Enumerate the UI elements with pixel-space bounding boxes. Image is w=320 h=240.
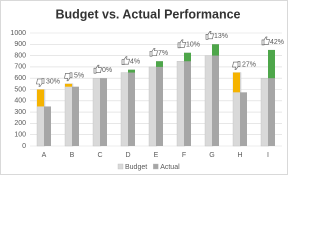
y-tick-label: 1000	[10, 30, 26, 37]
y-tick-label: 200	[14, 120, 26, 127]
actual-bar	[128, 69, 135, 146]
thumb-icon	[205, 31, 214, 40]
actual-bar	[156, 61, 163, 146]
y-tick-label: 0	[22, 143, 26, 150]
thumb-icon	[149, 47, 158, 57]
budget-bar	[176, 61, 186, 147]
variance-label: 7%	[158, 50, 168, 57]
variance-label: 13%	[214, 33, 228, 40]
y-tick-label: 700	[14, 64, 26, 71]
y-tick-label: 100	[14, 132, 26, 139]
variance-bar	[212, 44, 219, 56]
y-tick-label: 800	[14, 52, 26, 59]
variance-label: 4%	[130, 59, 140, 66]
y-tick-label: 900	[14, 41, 26, 48]
x-tick-label: H	[237, 152, 242, 159]
y-tick-label: 300	[14, 109, 26, 116]
x-tick-label: A	[42, 152, 47, 159]
thumb-icon	[261, 36, 270, 46]
variance-label: 5%	[74, 73, 84, 80]
actual-bar	[100, 78, 107, 146]
budget-bar	[92, 77, 102, 147]
actual-bar	[240, 92, 247, 146]
variance-bar	[37, 89, 44, 107]
variance-label: 10%	[186, 42, 200, 49]
x-tick-label: I	[267, 152, 269, 159]
thumb-icon	[177, 39, 186, 49]
variance-label: 42%	[270, 39, 284, 46]
y-tick-label: 500	[14, 86, 26, 93]
x-tick-label: C	[97, 152, 102, 159]
chart-border	[0, 0, 288, 175]
variance-bar	[268, 49, 275, 79]
thumb-icon	[93, 64, 102, 74]
budget-bar	[204, 55, 214, 147]
x-tick-label: B	[70, 152, 75, 159]
budget-bar	[64, 83, 74, 147]
y-tick-label: 400	[14, 98, 26, 105]
variance-label: 30%	[46, 78, 60, 85]
variance-label: 27%	[242, 61, 256, 68]
legend-label: Actual	[160, 164, 180, 171]
x-tick-label: D	[125, 152, 130, 159]
variance-label: 0%	[102, 67, 112, 74]
legend-swatch	[117, 163, 124, 170]
actual-bar	[212, 44, 219, 146]
actual-bar	[184, 52, 191, 146]
legend-label: Budget	[125, 164, 147, 171]
budget-bar	[148, 66, 158, 147]
variance-bar	[184, 52, 191, 62]
thumb-icon	[121, 56, 130, 66]
chart-title: Budget vs. Actual Performance	[55, 7, 240, 21]
budget-bar	[120, 72, 130, 147]
variance-bar	[65, 83, 72, 87]
thumb-icon	[232, 61, 241, 70]
chart: Budget vs. Actual Performance 0 100 200 300…	[0, 0, 288, 175]
budget-bar	[260, 77, 270, 147]
y-tick-label: 600	[14, 75, 26, 82]
x-tick-label: E	[154, 152, 159, 159]
x-tick-label: G	[209, 152, 214, 159]
thumb-icon	[36, 78, 45, 87]
actual-bar	[72, 86, 79, 146]
actual-bar	[44, 106, 51, 146]
variance-bar	[156, 61, 163, 67]
thumb-icon	[64, 72, 73, 82]
x-tick-label: F	[182, 152, 186, 159]
legend-swatch	[152, 163, 159, 170]
variance-bar	[233, 72, 240, 93]
variance-bar	[128, 69, 135, 73]
actual-bar	[268, 49, 275, 147]
